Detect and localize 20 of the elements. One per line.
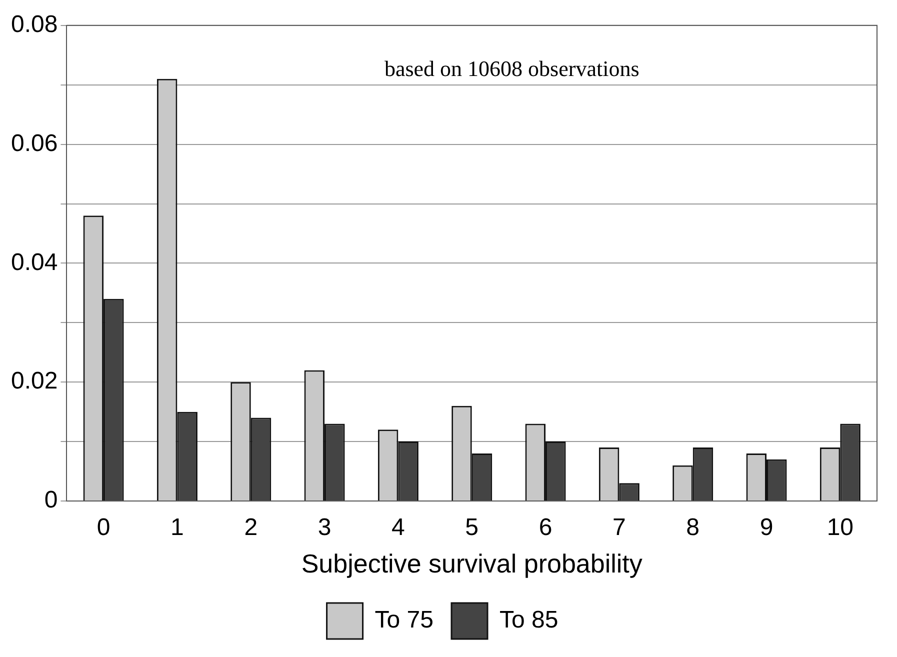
x-tick-label: 8	[686, 514, 700, 542]
legend-label: To 75	[374, 606, 434, 634]
x-tick-label: 6	[538, 514, 552, 542]
x-tick-label: 4	[392, 514, 405, 542]
x-tick-label: 5	[465, 514, 479, 542]
x-axis-title: Subjective survival probability	[301, 548, 642, 579]
y-tick-label: 0	[44, 486, 58, 514]
y-tick-label: 0.06	[10, 130, 58, 157]
y-tick-label: 0.08	[10, 11, 58, 38]
x-tick-label: 1	[170, 514, 184, 542]
x-tick-label: 7	[612, 514, 626, 542]
y-tick-label: 0.02	[10, 368, 58, 395]
annotation: based on 10608 observations	[384, 56, 640, 82]
x-tick-label: 2	[244, 514, 258, 542]
y-tick-label: 0.04	[10, 248, 58, 276]
x-tick-label: 10	[826, 514, 854, 542]
x-tick-label: 9	[760, 514, 774, 542]
x-tick-label: 3	[318, 514, 332, 542]
legend-label: To 85	[500, 606, 558, 634]
x-tick-label: 0	[96, 514, 110, 542]
